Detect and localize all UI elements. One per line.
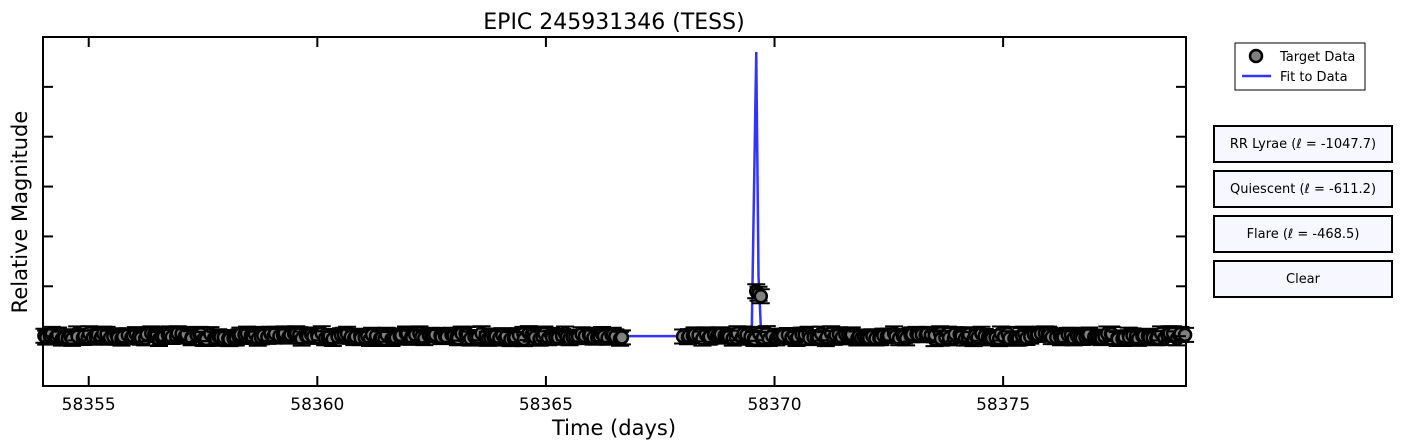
x-tick-label: 58360 — [290, 395, 344, 415]
data-point — [614, 330, 630, 345]
rr-lyrae-button[interactable]: RR Lyrae (ℓ = -1047.7) — [1213, 125, 1393, 163]
chart-title: EPIC 245931346 (TESS) — [483, 10, 744, 35]
quiescent-button[interactable]: Quiescent (ℓ = -611.2) — [1213, 170, 1393, 208]
x-tick-label: 58355 — [62, 395, 116, 415]
x-tick-label: 58365 — [519, 395, 573, 415]
legend-target-label: Target Data — [1279, 50, 1355, 65]
y-axis-label: Relative Magnitude — [8, 111, 32, 314]
legend-fit-label: Fit to Data — [1280, 70, 1348, 85]
x-tick-label: 58370 — [747, 395, 801, 415]
fit-layer — [43, 51, 1186, 338]
legend: Target Data Fit to Data — [1234, 42, 1366, 91]
plot-frame — [42, 36, 1187, 387]
data-point — [1177, 327, 1193, 343]
y-axis-ticks — [43, 85, 1186, 338]
flare-button[interactable]: Flare (ℓ = -468.5) — [1213, 215, 1393, 253]
fit-line — [43, 51, 1186, 338]
x-axis-label: Time (days) — [551, 416, 676, 440]
x-tick-label: 58375 — [976, 395, 1030, 415]
data-points-layer — [35, 283, 1195, 348]
data-point — [753, 289, 769, 304]
x-axis-ticks: 58355 58360 58365 58370 58375 — [62, 37, 1030, 415]
clear-button[interactable]: Clear — [1213, 260, 1393, 298]
legend-target-marker — [1248, 48, 1264, 64]
